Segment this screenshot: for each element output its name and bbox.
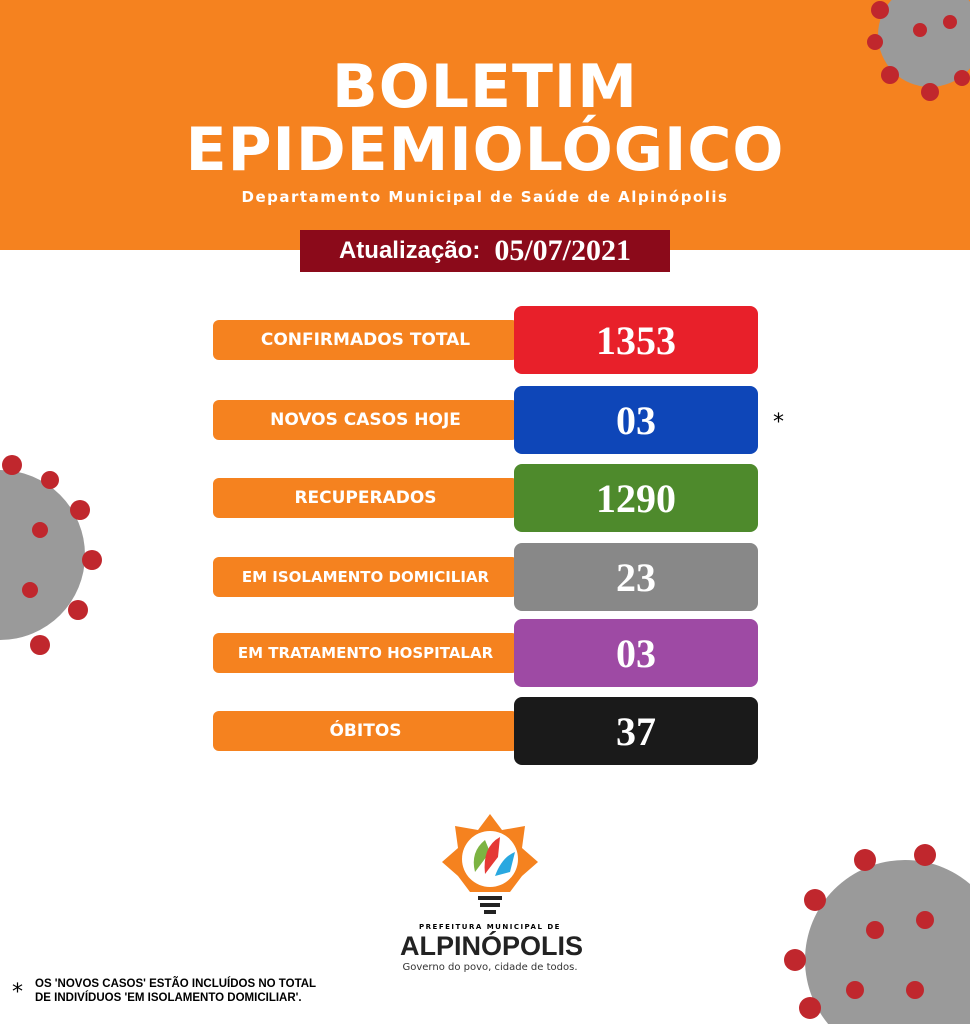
stat-label: NOVOS CASOS HOJE (213, 400, 518, 440)
stat-label: EM ISOLAMENTO DOMICILIAR (213, 557, 518, 597)
footnote-marker: * (773, 410, 784, 435)
stat-value: 1353 (514, 306, 758, 374)
stat-value: 23 (514, 543, 758, 611)
footnote-asterisk: * (12, 980, 23, 1005)
stat-label: RECUPERADOS (213, 478, 518, 518)
stat-row-hospital: EM TRATAMENTO HOSPITALAR 03 (213, 619, 758, 687)
footnote-line-2: DE INDIVÍDUOS 'EM ISOLAMENTO DOMICILIAR'… (35, 992, 302, 1004)
logo-tagline: Governo do povo, cidade de todos. (402, 962, 578, 973)
virus-illustration-bottom-right (784, 844, 970, 1024)
update-date-banner: Atualização: 05/07/2021 (300, 230, 670, 272)
stat-label: CONFIRMADOS TOTAL (213, 320, 518, 360)
logo-prefeitura: PREFEITURA MUNICIPAL DE (419, 923, 561, 931)
update-label: Atualização: (338, 237, 481, 264)
stat-row-deaths: ÓBITOS 37 (213, 697, 758, 765)
title-line-1: BOLETIM (332, 52, 638, 122)
stat-value: 37 (514, 697, 758, 765)
title-line-2: EPIDEMIOLÓGICO (185, 115, 785, 185)
stat-label: EM TRATAMENTO HOSPITALAR (213, 633, 518, 673)
stat-row-home-isolation: EM ISOLAMENTO DOMICILIAR 23 (213, 543, 758, 611)
virus-illustration-top-right (867, 0, 970, 101)
stat-row-confirmed: CONFIRMADOS TOTAL 1353 (213, 306, 758, 374)
stat-value: 1290 (514, 464, 758, 532)
stat-row-recovered: RECUPERADOS 1290 (213, 464, 758, 532)
virus-illustration-left (0, 455, 102, 655)
footnote: OS 'NOVOS CASOS' ESTÃO INCLUÍDOS NO TOTA… (35, 977, 316, 1005)
lightbulb-logo-icon (442, 814, 538, 914)
municipality-logo: PREFEITURA MUNICIPAL DE ALPINÓPOLIS Gove… (400, 812, 584, 973)
logo-city-name: ALPINÓPOLIS (400, 931, 584, 961)
stat-value: 03 (514, 619, 758, 687)
stat-label: ÓBITOS (213, 711, 518, 751)
stat-row-new-cases: NOVOS CASOS HOJE 03 (213, 386, 758, 454)
footnote-line-1: OS 'NOVOS CASOS' ESTÃO INCLUÍDOS NO TOTA… (35, 978, 317, 990)
update-date: 05/07/2021 (494, 234, 632, 267)
subtitle: Departamento Municipal de Saúde de Alpin… (241, 188, 729, 206)
stat-value: 03 (514, 386, 758, 454)
header-banner (0, 0, 970, 250)
